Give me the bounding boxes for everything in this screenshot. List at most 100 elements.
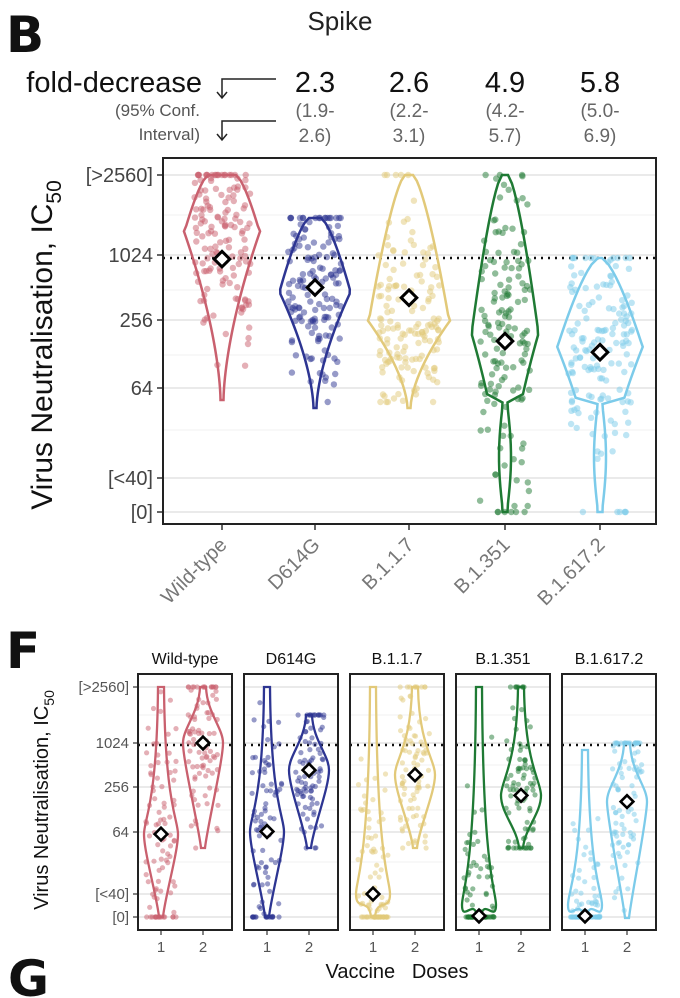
data-point <box>625 419 632 426</box>
data-point <box>258 860 264 866</box>
data-point <box>610 766 616 772</box>
data-point <box>478 306 485 313</box>
data-point <box>508 508 515 516</box>
data-point <box>242 245 249 252</box>
y-tick-label: 1024 <box>96 735 129 752</box>
data-point <box>415 805 421 811</box>
data-point <box>397 335 404 342</box>
data-point <box>491 400 498 408</box>
data-point <box>519 707 525 713</box>
data-point <box>570 821 576 827</box>
data-point <box>285 298 292 305</box>
data-point <box>293 769 299 775</box>
violin-dose-2 <box>393 684 437 851</box>
x-tick-label: B.1.1.7 <box>358 534 418 594</box>
data-point <box>150 705 157 712</box>
data-point <box>195 802 201 808</box>
data-point <box>578 269 585 277</box>
data-point <box>521 351 529 358</box>
data-point <box>200 700 206 706</box>
data-point <box>242 301 250 309</box>
data-point <box>510 845 517 851</box>
violin-outline <box>470 173 540 514</box>
data-point <box>304 816 310 822</box>
data-point <box>431 367 438 374</box>
violin-dose-2 <box>499 684 543 851</box>
data-point <box>148 763 154 769</box>
data-point <box>337 266 344 274</box>
data-point <box>201 245 209 252</box>
data-point <box>615 787 622 793</box>
data-point <box>312 783 318 790</box>
data-point <box>379 369 386 376</box>
data-point <box>242 177 249 184</box>
data-point <box>580 335 587 342</box>
data-point <box>377 292 385 300</box>
violin-dose-1 <box>460 685 498 925</box>
data-point <box>289 294 296 301</box>
data-point <box>613 820 619 826</box>
data-point <box>523 766 530 772</box>
data-point <box>195 171 202 179</box>
data-point <box>318 768 324 774</box>
data-point <box>324 398 331 406</box>
data-point <box>205 767 211 774</box>
data-point <box>518 459 525 466</box>
data-point <box>505 291 512 299</box>
data-point <box>406 749 413 755</box>
data-point <box>278 780 285 787</box>
data-point <box>611 895 618 901</box>
data-point <box>300 760 306 766</box>
violin-outline <box>354 685 392 919</box>
data-point <box>173 726 179 732</box>
panel-letter-g: G <box>8 950 49 998</box>
y-tick-label: 256 <box>104 779 129 796</box>
data-point <box>334 222 342 230</box>
data-point <box>144 914 150 920</box>
y-tick-label: 256 <box>120 310 153 332</box>
data-point <box>613 889 619 895</box>
data-point <box>515 384 522 391</box>
data-point <box>260 783 266 789</box>
data-point <box>410 367 417 375</box>
data-point <box>574 405 581 412</box>
data-point <box>246 324 253 331</box>
data-point <box>495 309 503 316</box>
data-point <box>494 319 502 327</box>
ci-label-line1: (95% Conf. <box>115 101 200 120</box>
data-point <box>479 807 485 813</box>
data-point <box>376 874 382 880</box>
data-point <box>588 393 595 401</box>
data-point <box>621 826 627 832</box>
data-point <box>620 844 626 850</box>
data-point <box>505 323 512 331</box>
data-point <box>171 838 177 844</box>
data-point <box>214 213 221 220</box>
data-point <box>518 357 525 364</box>
data-point <box>309 318 316 325</box>
data-point <box>422 833 428 839</box>
data-point <box>616 807 623 814</box>
panel-letter-b: B <box>6 6 44 64</box>
data-point <box>285 280 293 288</box>
data-point <box>505 186 512 193</box>
data-point <box>492 270 499 277</box>
data-point <box>256 833 262 839</box>
data-point <box>622 508 629 516</box>
data-point <box>386 275 393 283</box>
data-point <box>318 727 324 733</box>
data-point <box>364 843 370 849</box>
data-point <box>378 867 384 873</box>
data-point <box>288 369 296 376</box>
data-point <box>398 728 404 734</box>
ci-lower: (2.2- <box>389 101 428 122</box>
data-point <box>623 431 630 439</box>
data-point <box>523 345 530 353</box>
data-point <box>191 179 199 187</box>
data-point <box>419 261 427 269</box>
data-point <box>145 879 151 885</box>
data-point <box>331 355 338 362</box>
data-point <box>332 267 339 274</box>
data-point <box>267 815 273 821</box>
data-point <box>249 790 255 796</box>
